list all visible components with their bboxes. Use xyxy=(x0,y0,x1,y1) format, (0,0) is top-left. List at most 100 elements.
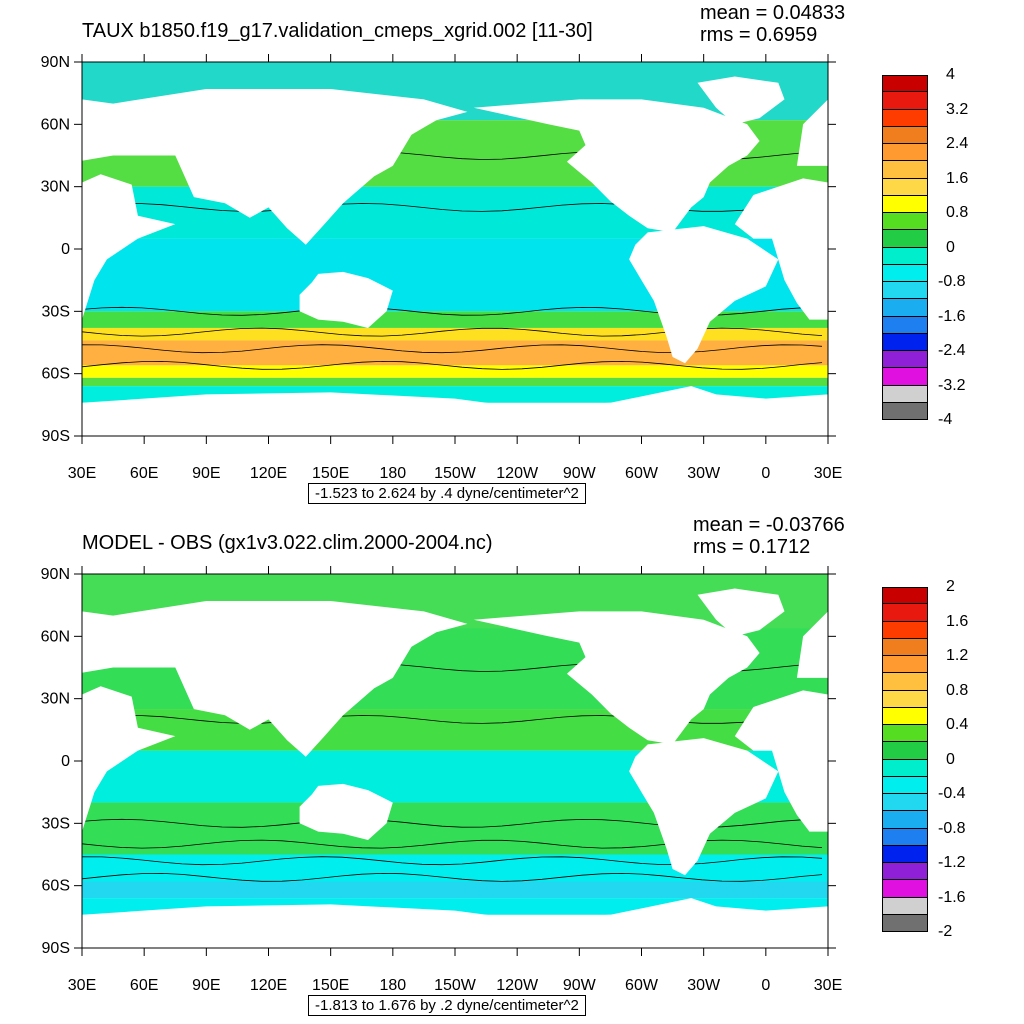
lon-label: 60E xyxy=(130,977,158,994)
colorbar-label: 0.8 xyxy=(946,681,969,699)
south-america-land xyxy=(629,738,779,876)
rms-value: rms = 0.1712 xyxy=(693,536,811,558)
colorbar-segment xyxy=(882,75,928,93)
lon-label: 30E xyxy=(68,465,96,482)
lat-label: 0 xyxy=(61,241,70,258)
lon-label: 120E xyxy=(250,465,287,482)
lon-label: 30E xyxy=(814,465,842,482)
colorbar-label: 0 xyxy=(946,750,955,768)
colorbar-segment xyxy=(882,264,928,282)
colorbar-segment xyxy=(882,880,928,898)
colorbar-segment xyxy=(882,604,928,622)
lon-label: 120W xyxy=(496,977,539,994)
lon-label: 30W xyxy=(687,465,721,482)
colorbar-label: 1.6 xyxy=(946,612,969,630)
lat-label: 30S xyxy=(42,815,70,832)
colorbar-label: -1.6 xyxy=(938,307,966,325)
panel-model-minus-obs: MODEL - OBS (gx1v3.022.clim.2000-2004.nc… xyxy=(0,512,1024,1024)
lat-label: 30N xyxy=(41,179,70,196)
antarctica-land xyxy=(82,386,828,436)
colorbar-label: 2 xyxy=(946,578,955,595)
colorbar-segment xyxy=(882,914,928,932)
lon-label: 30E xyxy=(814,977,842,994)
eurasia-west-land xyxy=(796,99,828,166)
colorbar-segment xyxy=(882,213,928,231)
africa-east-land xyxy=(734,178,828,320)
contour-info-box: -1.523 to 2.624 by .4 dyne/centimeter^2 xyxy=(308,483,586,504)
lon-label: 180 xyxy=(379,465,406,482)
field-band xyxy=(82,311,828,328)
colorbar-labels: 4 3.2 2.4 1.6 0.8 0 -0.8 -1.6 -2.4 -3.2 -4 xyxy=(938,66,1018,428)
australia-land xyxy=(299,783,393,840)
colorbar-label: 0.8 xyxy=(946,204,969,221)
lat-label: 90N xyxy=(41,54,70,71)
colorbar-label: -2.4 xyxy=(938,342,966,359)
lat-label: 30N xyxy=(41,691,70,708)
rms-value: rms = 0.6959 xyxy=(700,24,818,46)
lon-label: 90E xyxy=(192,465,220,482)
contour-line xyxy=(82,856,823,866)
colorbar-segment xyxy=(882,195,928,213)
colorbar-segment xyxy=(882,144,928,162)
lon-label: 120W xyxy=(496,465,539,482)
colorbar xyxy=(882,587,928,932)
contour-line xyxy=(82,344,823,354)
lat-label: 30S xyxy=(42,303,70,320)
lat-label: 90S xyxy=(42,940,70,957)
colorbar-label: 2.4 xyxy=(946,135,969,152)
contour-line xyxy=(82,360,823,370)
colorbar-label: -0.4 xyxy=(938,785,966,802)
colorbar-segment xyxy=(882,863,928,881)
field-band xyxy=(82,854,828,882)
lat-label: 90S xyxy=(42,428,70,445)
north-america-land xyxy=(473,99,760,233)
lon-label: 90E xyxy=(192,977,220,994)
colorbar-label: 0.4 xyxy=(946,716,969,733)
colorbar-segment xyxy=(882,351,928,369)
lon-label: 30W xyxy=(687,977,721,994)
colorbar-segment xyxy=(882,621,928,639)
australia-land xyxy=(299,271,393,328)
lon-label: 180 xyxy=(379,977,406,994)
colorbar-segment xyxy=(882,638,928,656)
mean-value: mean = -0.03766 xyxy=(693,514,845,536)
colorbar-label: -3.2 xyxy=(938,376,966,394)
lat-label: 90N xyxy=(41,566,70,583)
colorbar-segment xyxy=(882,333,928,351)
map-plot: 90N 60N 30N 0 30S 60S 90S 30E 60E 90E 120E 150E 180 1… xyxy=(41,566,842,994)
field-band xyxy=(82,365,828,378)
colorbar-segment xyxy=(882,742,928,760)
colorbar-segment xyxy=(882,316,928,334)
colorbar-label: 3.2 xyxy=(946,100,969,118)
colorbar-segment xyxy=(882,690,928,708)
field-band xyxy=(82,377,828,387)
africa-east-land xyxy=(734,690,828,832)
colorbar-label: 0 xyxy=(946,238,955,256)
colorbar-labels: 2 1.6 1.2 0.8 0.4 0 -0.4 -0.8 -1.2 -1.6 -2 xyxy=(938,578,1018,940)
lon-label: 150W xyxy=(434,977,477,994)
eurasia-west-land xyxy=(796,611,828,678)
colorbar-label: -1.6 xyxy=(938,888,966,906)
colorbar-label: -4 xyxy=(938,411,953,428)
colorbar-label: -2 xyxy=(938,923,953,940)
lat-label: 60S xyxy=(42,878,70,895)
lon-label: 30E xyxy=(68,977,96,994)
field-band xyxy=(82,340,828,366)
panel-title: TAUX b1850.f19_g17.validation_cmeps_xgri… xyxy=(82,20,593,42)
lon-label: 90W xyxy=(563,465,597,482)
south-america-land xyxy=(629,226,779,364)
lon-label: 150W xyxy=(434,465,477,482)
field-band xyxy=(82,327,828,341)
colorbar-segment xyxy=(882,92,928,110)
colorbar-segment xyxy=(882,587,928,605)
lon-label: 90W xyxy=(563,977,597,994)
lon-label: 120E xyxy=(250,977,287,994)
colorbar-segment xyxy=(882,126,928,144)
colorbar-segment xyxy=(882,673,928,691)
antarctica-land xyxy=(82,898,828,948)
colorbar-segment xyxy=(882,385,928,403)
colorbar-segment xyxy=(882,707,928,725)
lat-label: 60N xyxy=(41,116,70,133)
colorbar-label: 4 xyxy=(946,66,955,83)
africa-land xyxy=(82,174,176,320)
